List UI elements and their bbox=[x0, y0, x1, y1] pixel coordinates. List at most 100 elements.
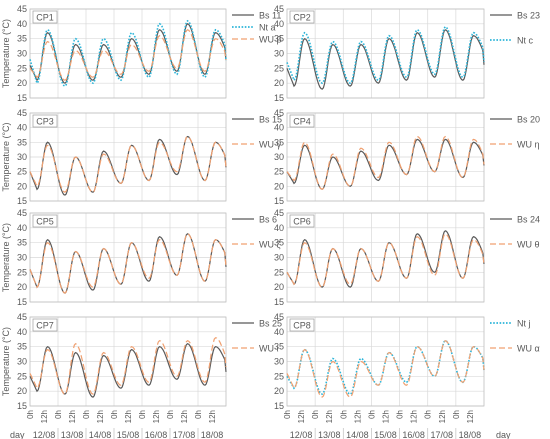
date-label: 14/08 bbox=[89, 430, 112, 439]
y-tick-label: 30 bbox=[274, 49, 284, 59]
date-label: 13/08 bbox=[61, 430, 84, 439]
x-tick-label: 12h bbox=[382, 410, 391, 423]
panel-label: CP4 bbox=[289, 114, 315, 128]
y-tick-label: 40 bbox=[17, 327, 27, 337]
y-tick-label: 25 bbox=[17, 371, 27, 381]
y-tick-label: 40 bbox=[17, 19, 27, 29]
legend-entry: WU η bbox=[517, 140, 540, 150]
panel-label: CP6 bbox=[289, 214, 315, 228]
panel-label-box bbox=[32, 318, 58, 332]
panel-label-box bbox=[289, 10, 315, 24]
y-tick-label: 25 bbox=[274, 63, 284, 73]
legend-entry: Nt j bbox=[517, 319, 531, 329]
x-tick-label: 12h bbox=[208, 410, 217, 423]
plot-frame bbox=[29, 112, 227, 202]
y-tick-label: 40 bbox=[17, 223, 27, 233]
panel-label: CP1 bbox=[32, 10, 58, 24]
panel-label-text: CP7 bbox=[36, 321, 54, 331]
date-label: 17/08 bbox=[173, 430, 196, 439]
day-label: day bbox=[10, 430, 25, 439]
y-tick-label: 35 bbox=[17, 137, 27, 147]
legend-entry: WU ζ bbox=[259, 240, 280, 250]
x-tick-label: 0h bbox=[424, 410, 433, 419]
plot-frame bbox=[286, 112, 485, 202]
y-tick-label: 15 bbox=[274, 196, 284, 206]
legend-entry: WU θ bbox=[517, 240, 540, 250]
panel-cp3: 15 20 25 30 35 40 45 CP3 Bs 15 WU γ bbox=[17, 108, 282, 206]
plot-frame bbox=[29, 212, 227, 303]
y-tick-label: 15 bbox=[274, 93, 284, 103]
x-tick-label: 0h bbox=[452, 410, 461, 419]
y-axis-label: Temperature (°C) bbox=[1, 223, 11, 292]
legend-entry: Nt c bbox=[517, 36, 534, 46]
y-tick-label: 30 bbox=[17, 253, 27, 263]
y-tick-label: 20 bbox=[17, 386, 27, 396]
x-tick-label: 12h bbox=[152, 410, 161, 423]
panel-cp1: 15 20 25 30 35 40 45 CP1 Bs 11 Nt a WU β bbox=[17, 4, 282, 103]
x-tick-label: 12h bbox=[325, 410, 334, 423]
legend: Bs 20 WU η bbox=[490, 115, 540, 150]
panel-label-box bbox=[289, 318, 315, 332]
x-tick-label: 12h bbox=[40, 410, 49, 423]
y-tick-label: 20 bbox=[17, 181, 27, 191]
date-label: 18/08 bbox=[459, 430, 482, 439]
date-label: 14/08 bbox=[346, 430, 369, 439]
panel-label-box bbox=[32, 114, 58, 128]
legend-entry: WU β bbox=[259, 35, 282, 45]
y-tick-label: 35 bbox=[17, 342, 27, 352]
series-line bbox=[29, 342, 227, 398]
legend-entry: Nt a bbox=[259, 23, 276, 33]
x-tick-label: 0h bbox=[311, 410, 320, 419]
x-tick-label: 12h bbox=[410, 410, 419, 423]
y-tick-label: 30 bbox=[274, 152, 284, 162]
legend-entry: Bs 15 bbox=[259, 115, 282, 125]
y-tick-label: 15 bbox=[17, 196, 27, 206]
series-line bbox=[286, 339, 485, 398]
series-line bbox=[286, 138, 485, 190]
legend-entry: WU γ bbox=[259, 140, 281, 150]
y-tick-label: 25 bbox=[274, 371, 284, 381]
y-tick-label: 30 bbox=[274, 357, 284, 367]
panel-cp2: 15 20 25 30 35 40 45 CP2 Bs 23 Nt c bbox=[274, 4, 540, 103]
panel-cp7: 15 20 25 30 35 40 45 CP7 Bs 25 WU ι bbox=[17, 312, 282, 411]
y-tick-label: 25 bbox=[17, 63, 27, 73]
series-line bbox=[29, 233, 227, 294]
panel-label: CP2 bbox=[289, 10, 315, 24]
y-tick-label: 25 bbox=[17, 167, 27, 177]
y-tick-label: 45 bbox=[274, 108, 284, 118]
legend: Nt j WU α bbox=[490, 319, 540, 354]
legend-entry: WU α bbox=[517, 344, 540, 354]
plot-frame bbox=[29, 8, 227, 99]
plot-frame bbox=[286, 212, 485, 303]
panel-label-text: CP4 bbox=[293, 117, 311, 127]
y-tick-label: 15 bbox=[17, 297, 27, 307]
panel-label: CP3 bbox=[32, 114, 58, 128]
legend: Bs 6 WU ζ bbox=[232, 215, 280, 250]
panel-label-text: CP5 bbox=[36, 217, 54, 227]
legend: Bs 11 Nt a WU β bbox=[232, 11, 282, 45]
x-tick-label: 0h bbox=[82, 410, 91, 419]
x-tick-label: 0h bbox=[367, 410, 376, 419]
x-tick-label: 0h bbox=[54, 410, 63, 419]
date-label: 17/08 bbox=[431, 430, 454, 439]
y-tick-label: 45 bbox=[17, 312, 27, 322]
series-line bbox=[29, 29, 227, 81]
x-tick-label: 0h bbox=[138, 410, 147, 419]
y-tick-label: 45 bbox=[274, 208, 284, 218]
date-label: 15/08 bbox=[374, 430, 397, 439]
y-tick-label: 45 bbox=[274, 312, 284, 322]
series-line bbox=[286, 233, 485, 288]
date-label: 15/08 bbox=[117, 430, 140, 439]
y-tick-label: 30 bbox=[17, 49, 27, 59]
legend: Bs 25 WU ι bbox=[232, 319, 282, 354]
date-label: 12/08 bbox=[33, 430, 56, 439]
panel-label-box bbox=[32, 10, 58, 24]
y-tick-label: 30 bbox=[17, 357, 27, 367]
plot-frame bbox=[286, 8, 485, 99]
legend: Bs 23 Nt c bbox=[490, 11, 540, 46]
y-tick-label: 20 bbox=[274, 386, 284, 396]
y-tick-label: 45 bbox=[17, 4, 27, 14]
y-tick-label: 25 bbox=[274, 267, 284, 277]
panel-label-text: CP3 bbox=[36, 117, 54, 127]
